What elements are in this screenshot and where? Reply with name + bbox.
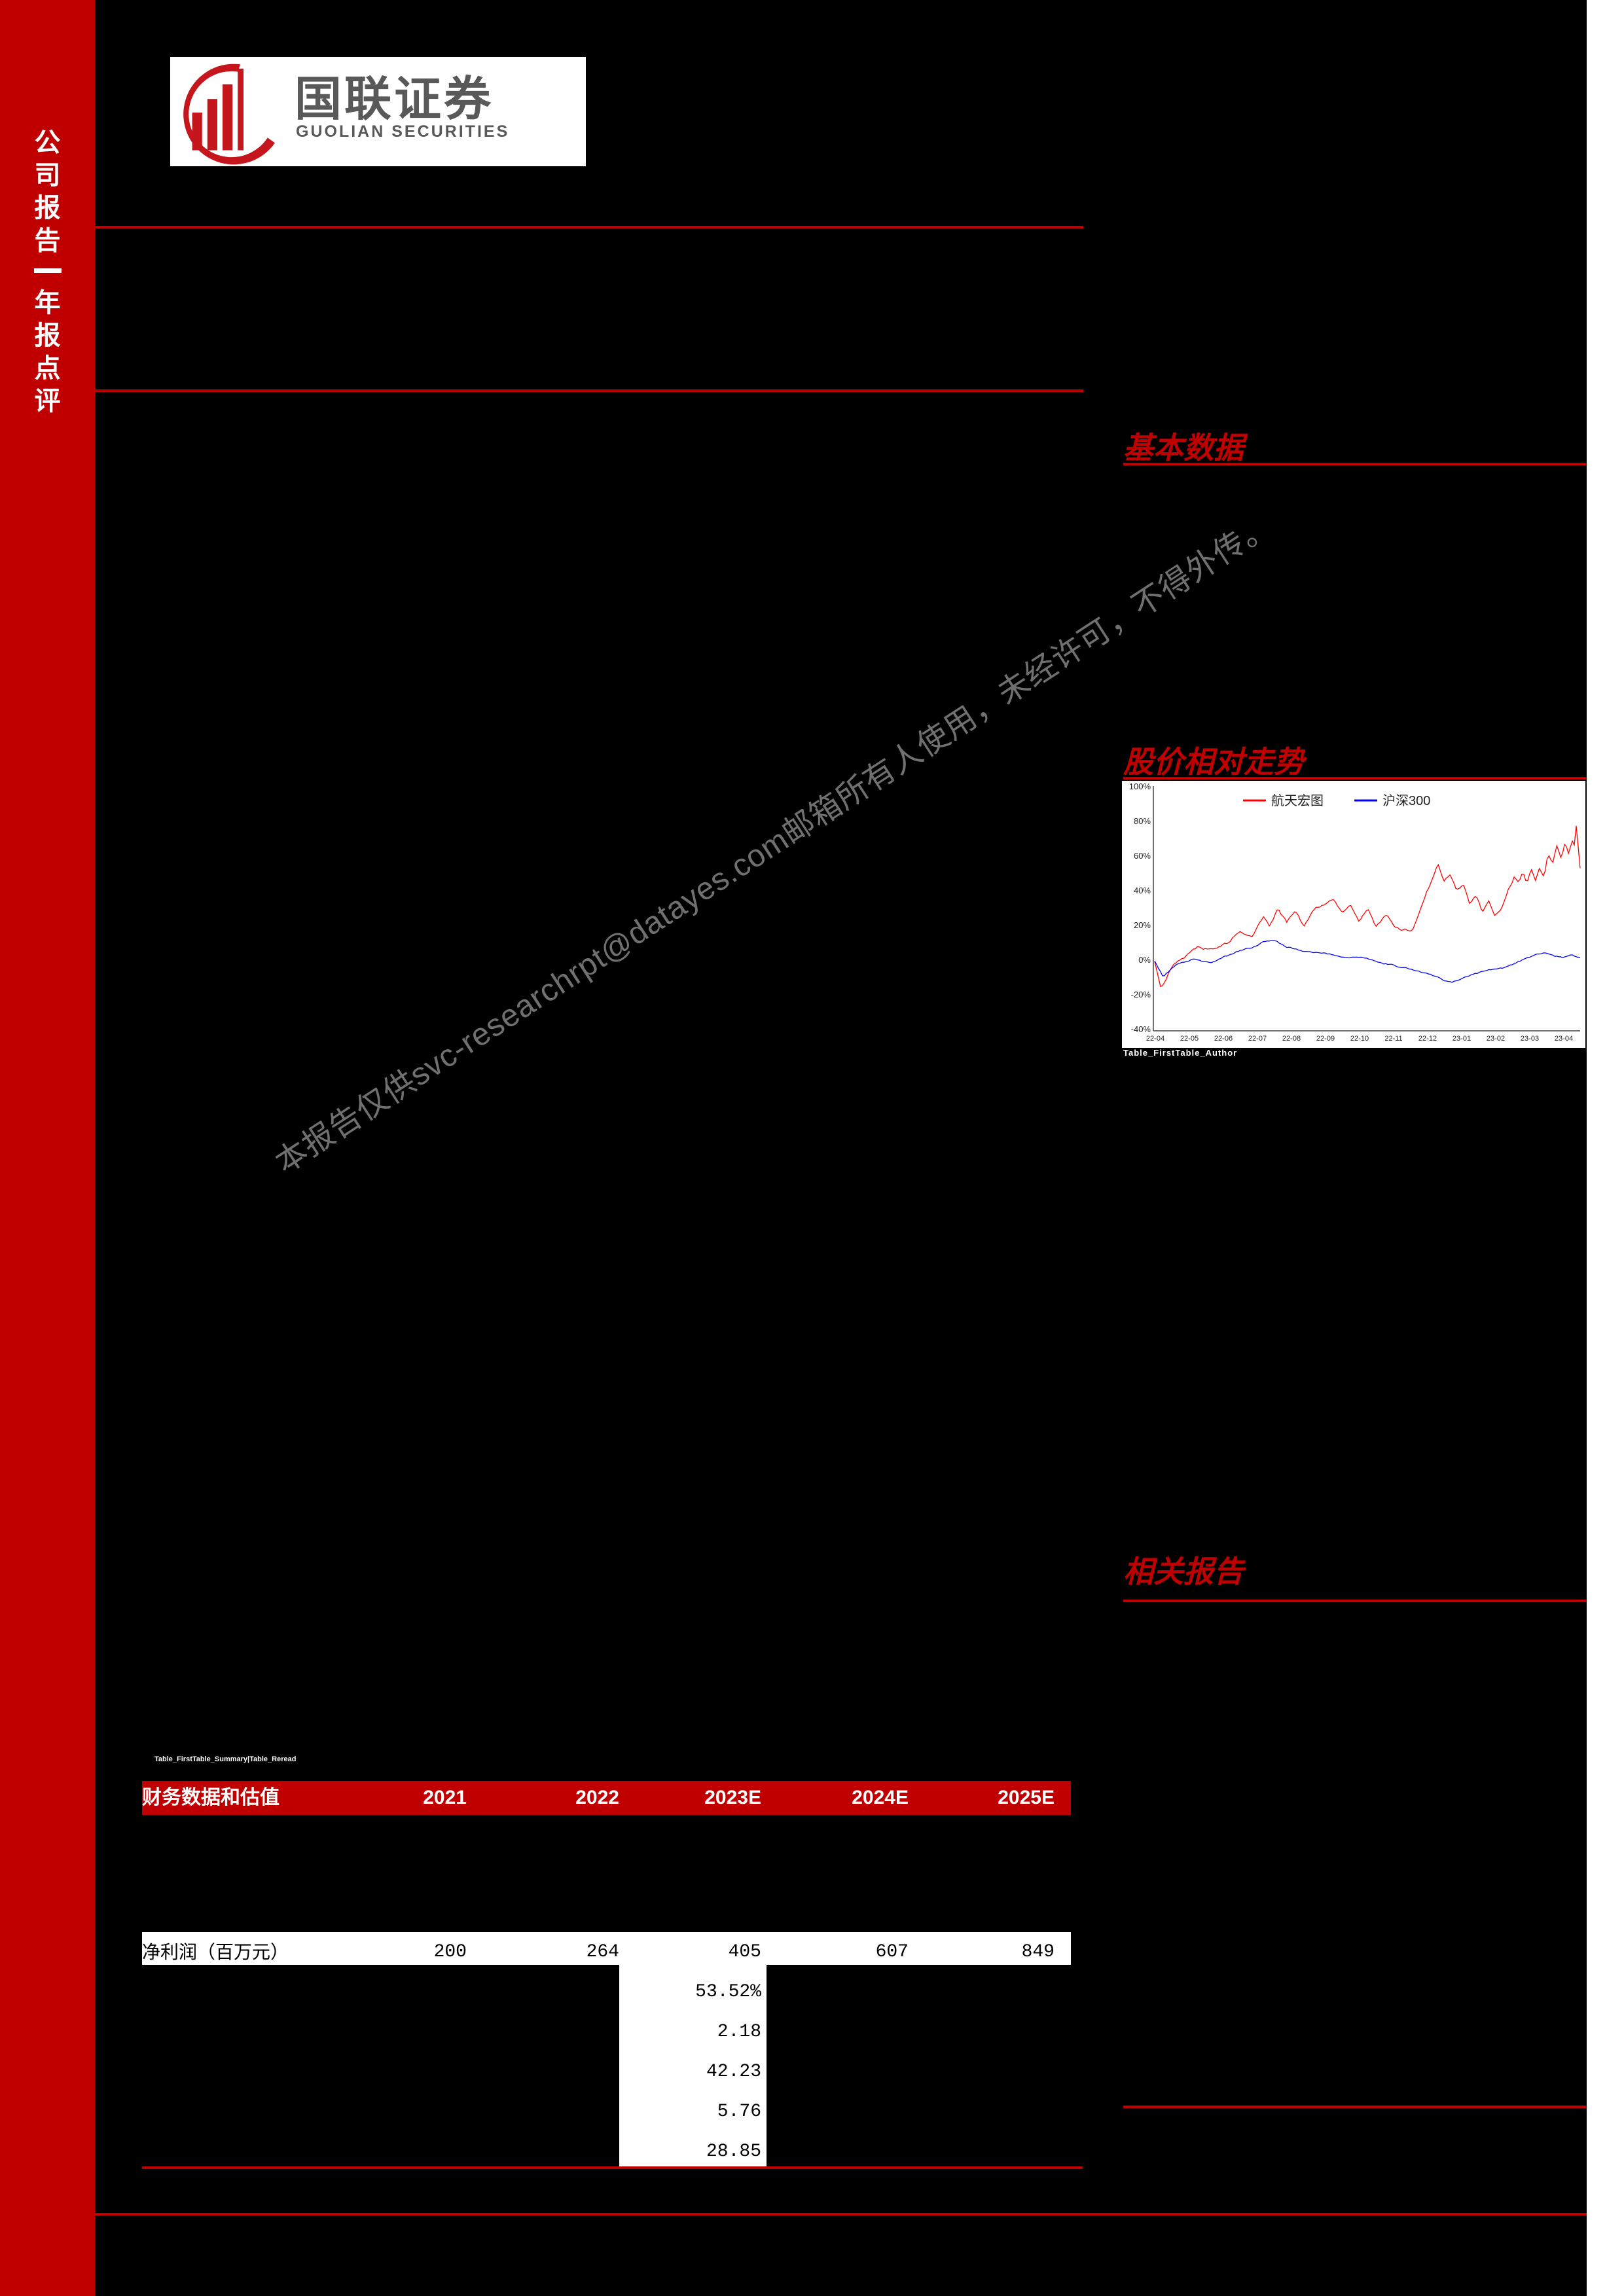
svg-text:22-12: 22-12 xyxy=(1418,1035,1437,1043)
svg-text:22-09: 22-09 xyxy=(1316,1035,1335,1043)
svg-text:-20%: -20% xyxy=(1131,990,1151,999)
svg-text:23-04: 23-04 xyxy=(1555,1035,1573,1043)
svg-text:60%: 60% xyxy=(1134,851,1151,861)
svg-text:22-05: 22-05 xyxy=(1180,1035,1199,1043)
svg-text:100%: 100% xyxy=(1129,781,1151,791)
svg-text:22-06: 22-06 xyxy=(1214,1035,1233,1043)
svg-text:22-11: 22-11 xyxy=(1384,1035,1402,1043)
svg-text:40%: 40% xyxy=(1134,886,1151,895)
svg-text:-40%: -40% xyxy=(1131,1024,1151,1034)
svg-text:沪深300: 沪深300 xyxy=(1382,793,1430,808)
svg-text:22-10: 22-10 xyxy=(1350,1035,1369,1043)
svg-text:23-01: 23-01 xyxy=(1453,1035,1471,1043)
svg-text:22-04: 22-04 xyxy=(1146,1035,1164,1043)
svg-text:0%: 0% xyxy=(1138,955,1151,965)
svg-text:23-02: 23-02 xyxy=(1487,1035,1505,1043)
svg-text:23-03: 23-03 xyxy=(1521,1035,1539,1043)
svg-text:22-07: 22-07 xyxy=(1248,1035,1267,1043)
svg-text:80%: 80% xyxy=(1134,816,1151,826)
svg-text:航天宏图: 航天宏图 xyxy=(1271,793,1324,808)
svg-text:20%: 20% xyxy=(1134,920,1151,930)
svg-text:22-08: 22-08 xyxy=(1282,1035,1301,1043)
